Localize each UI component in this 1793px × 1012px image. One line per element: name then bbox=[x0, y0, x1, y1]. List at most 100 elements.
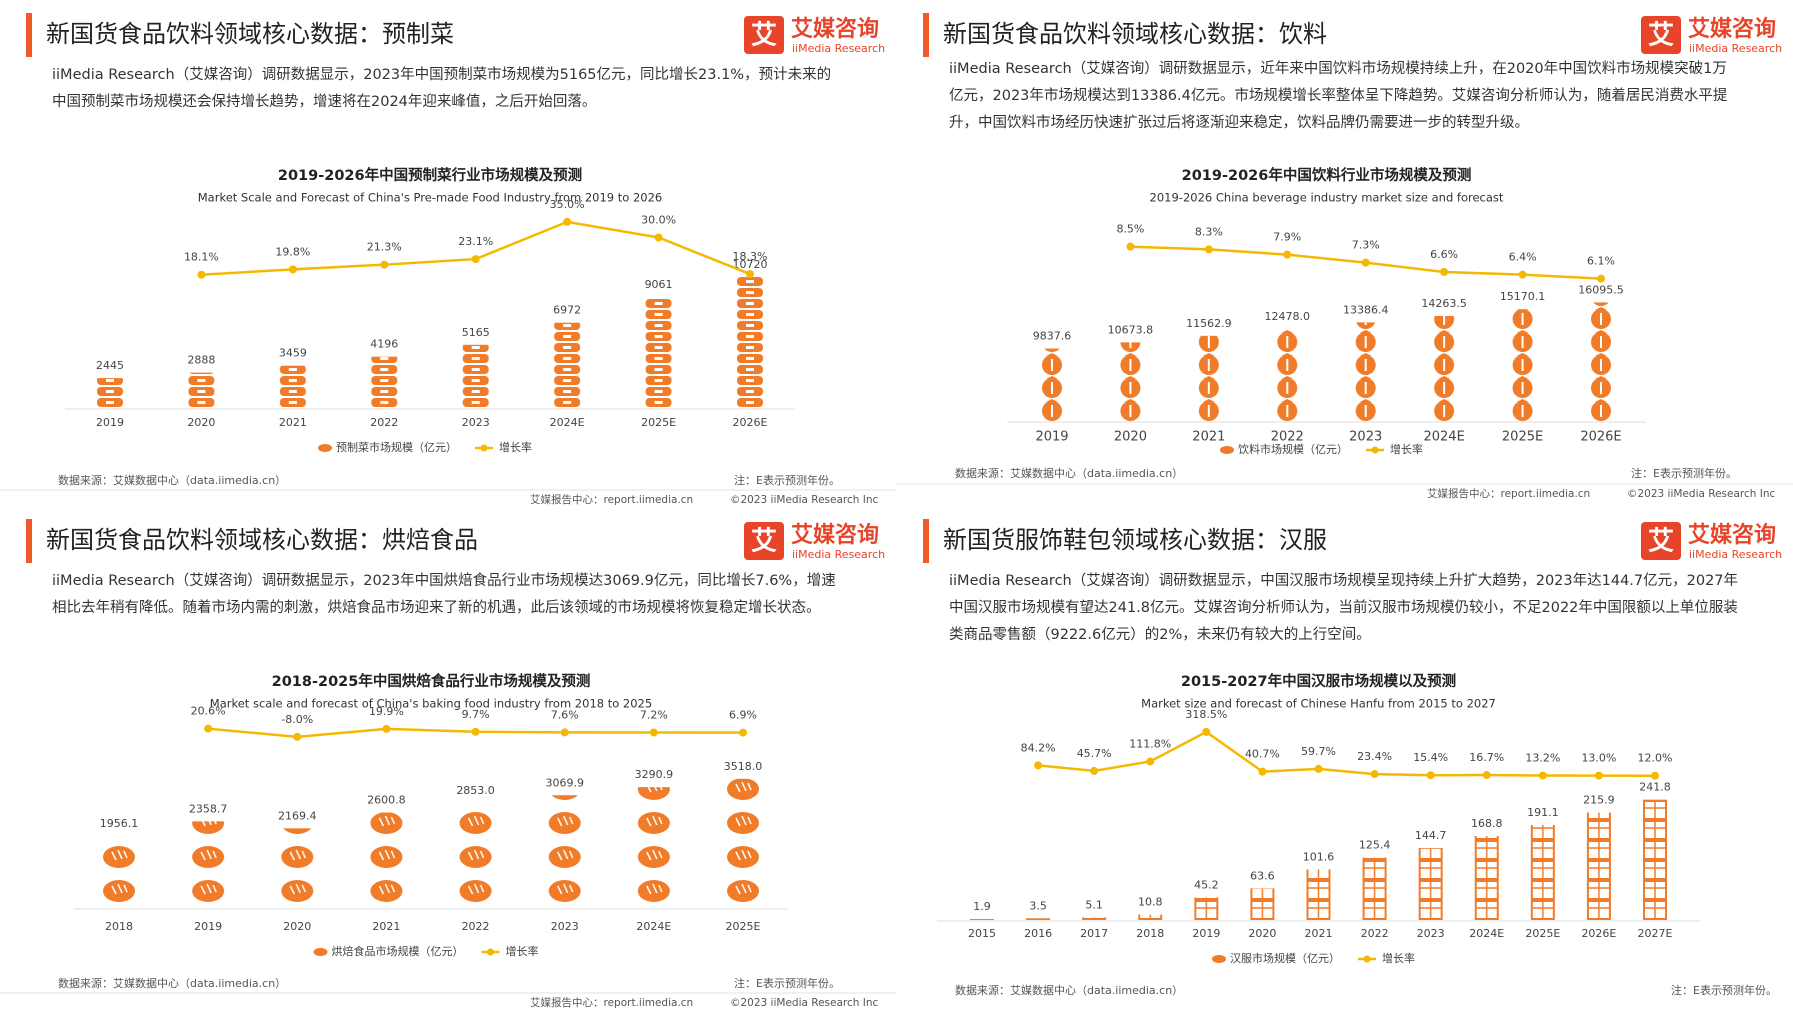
bar bbox=[1360, 857, 1389, 920]
note: 注：E表示预测年份。 bbox=[1671, 983, 1777, 997]
bar-label: 63.6 bbox=[1250, 869, 1275, 882]
bar bbox=[187, 372, 216, 408]
growth-point bbox=[563, 217, 572, 226]
bar bbox=[1472, 835, 1501, 920]
bar-label: 3290.9 bbox=[635, 768, 674, 781]
bar bbox=[1115, 342, 1146, 421]
x-tick-label: 2019 bbox=[96, 416, 124, 429]
bar-label: 5.1 bbox=[1085, 898, 1103, 911]
bar bbox=[1304, 869, 1333, 920]
x-tick-label: 2026E bbox=[733, 416, 768, 429]
legend-marker bbox=[480, 444, 488, 452]
bar-label: 2445 bbox=[96, 359, 124, 372]
growth-point bbox=[1146, 757, 1155, 766]
bar-label: 45.2 bbox=[1194, 879, 1219, 892]
bar bbox=[96, 378, 124, 408]
bar bbox=[1037, 348, 1067, 421]
bar bbox=[1272, 329, 1303, 421]
footer-center: 艾媒报告中心：report.iimedia.cn bbox=[530, 493, 693, 506]
x-tick-label: 2021 bbox=[1192, 430, 1225, 445]
bar-label: 2358.7 bbox=[189, 802, 228, 815]
bar bbox=[370, 356, 399, 408]
chart-subtitle: Market size and forecast of Chinese Hanf… bbox=[1141, 697, 1496, 711]
legend-marker bbox=[1363, 955, 1371, 963]
growth-label: 18.1% bbox=[184, 251, 219, 264]
bar-label: 16095.5 bbox=[1578, 283, 1624, 296]
panel: 新国货服饰鞋包领域核心数据：汉服 艾艾媒咨询 iiMedia Research 201… bbox=[897, 506, 1793, 1012]
growth-point bbox=[1034, 761, 1043, 770]
x-tick-label: 2025E bbox=[641, 416, 676, 429]
growth-label: 111.8% bbox=[1129, 737, 1171, 750]
growth-point bbox=[471, 255, 480, 264]
bar-label: 3518.0 bbox=[724, 760, 763, 773]
heading-accent bbox=[923, 13, 929, 57]
x-tick-label: 2022 bbox=[1271, 430, 1304, 445]
bar bbox=[1416, 847, 1445, 920]
growth-label: 9.7% bbox=[462, 708, 490, 721]
bar-label: 11562.9 bbox=[1186, 317, 1232, 330]
chart-subtitle: Market scale and forecast of China's bak… bbox=[210, 697, 652, 711]
bar bbox=[1429, 315, 1460, 421]
x-tick-label: 2025E bbox=[1525, 927, 1560, 940]
bar bbox=[1350, 322, 1381, 421]
panel-canvas: 新国货食品饮料领域核心数据：饮料 艾艾媒咨询iiMedia Research 201… bbox=[897, 13, 1793, 500]
footer-center: 艾媒报告中心：report.iimedia.cn bbox=[1427, 487, 1590, 500]
growth-point bbox=[288, 265, 297, 274]
bar-label: 13386.4 bbox=[1343, 303, 1389, 316]
growth-point bbox=[1090, 766, 1099, 775]
bar bbox=[191, 821, 226, 908]
growth-label: -8.0% bbox=[281, 713, 313, 726]
growth-point bbox=[1258, 767, 1267, 776]
x-tick-label: 2024E bbox=[550, 416, 585, 429]
x-tick-label: 2023 bbox=[1349, 430, 1382, 445]
growth-label: 6.4% bbox=[1509, 251, 1537, 264]
legend-marker bbox=[318, 444, 332, 452]
chart-title: 2015-2027年中国汉服市场规模以及预测 bbox=[1181, 672, 1456, 690]
bar-label: 6972 bbox=[553, 304, 581, 317]
growth-label: 13.2% bbox=[1525, 752, 1560, 765]
legend-label: 烘焙食品市场规模（亿元） bbox=[332, 944, 464, 958]
x-tick-label: 2022 bbox=[370, 416, 398, 429]
bar-label: 1.9 bbox=[973, 900, 991, 913]
growth-point bbox=[1594, 771, 1603, 780]
growth-label: 6.1% bbox=[1587, 255, 1615, 268]
bar bbox=[636, 787, 671, 908]
footer-center: 艾媒报告中心：report.iimedia.cn bbox=[530, 996, 693, 1009]
growth-point bbox=[471, 727, 480, 736]
bar-label: 168.8 bbox=[1471, 817, 1503, 830]
legend-marker bbox=[1371, 446, 1379, 454]
bar bbox=[1024, 918, 1053, 920]
x-tick-label: 2027E bbox=[1638, 927, 1673, 940]
growth-label: 59.7% bbox=[1301, 745, 1336, 758]
growth-point bbox=[197, 270, 206, 279]
bar bbox=[736, 276, 764, 408]
heading-accent bbox=[923, 519, 929, 563]
growth-label: 7.2% bbox=[640, 709, 668, 722]
bar-label: 9837.6 bbox=[1033, 330, 1072, 343]
heading: 新国货食品饮料领域核心数据：饮料 bbox=[943, 20, 1327, 48]
bar-label: 4196 bbox=[370, 338, 398, 351]
bar-label: 15170.1 bbox=[1500, 290, 1546, 303]
growth-label: 13.0% bbox=[1581, 752, 1616, 765]
growth-line bbox=[1037, 730, 1656, 777]
x-tick-label: 2015 bbox=[968, 927, 996, 940]
growth-label: 7.3% bbox=[1352, 239, 1380, 252]
growth-point bbox=[1361, 258, 1370, 267]
heading: 新国货食品饮料领域核心数据：烘焙食品 bbox=[46, 526, 478, 554]
bar-label: 1956.1 bbox=[100, 817, 139, 830]
heading: 新国货食品饮料领域核心数据：预制菜 bbox=[46, 20, 454, 48]
x-tick-label: 2024E bbox=[636, 920, 671, 933]
footer-copyright: ©2023 iiMedia Research Inc bbox=[730, 997, 879, 1009]
bar bbox=[553, 322, 582, 408]
bar bbox=[1248, 888, 1277, 920]
note: 注：E表示预测年份。 bbox=[734, 976, 840, 990]
x-tick-label: 2020 bbox=[1248, 927, 1276, 940]
bar bbox=[369, 812, 404, 908]
panel-canvas: 新国货服饰鞋包领域核心数据：汉服 艾艾媒咨询iiMedia Research 201… bbox=[923, 519, 1782, 997]
growth-label: 35.0% bbox=[550, 198, 585, 211]
logo-name: 艾媒咨询 bbox=[791, 522, 879, 548]
logo-name: 艾媒咨询 bbox=[791, 16, 879, 42]
logo-sub: iiMedia Research bbox=[1689, 548, 1782, 561]
growth-point bbox=[1518, 270, 1527, 279]
